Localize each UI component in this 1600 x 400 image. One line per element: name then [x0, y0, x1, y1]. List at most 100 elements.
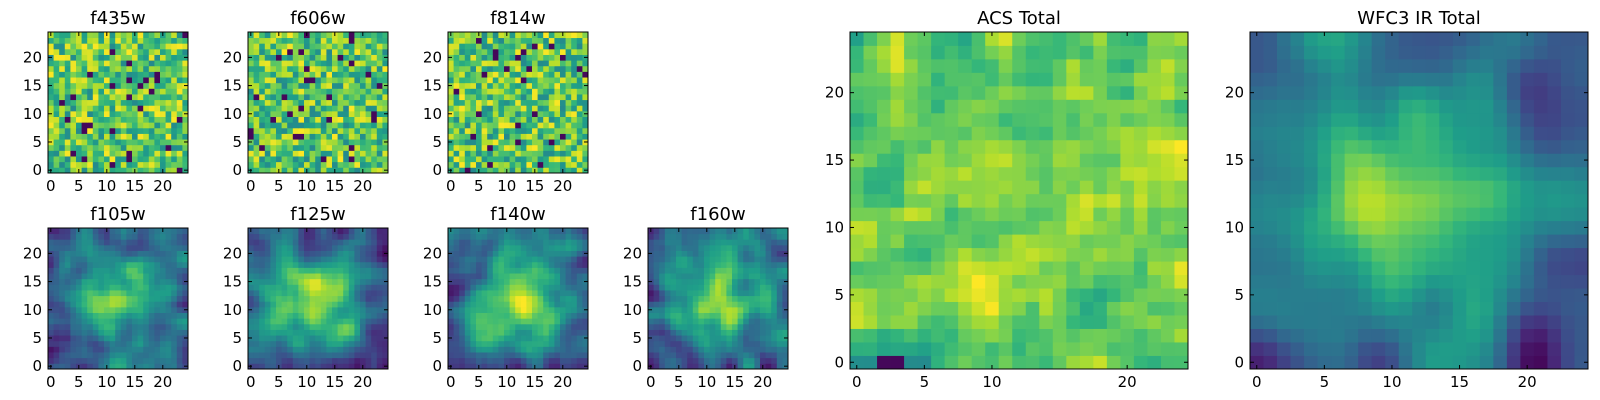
heatmap-cell [365, 346, 372, 353]
heatmap-cell [532, 60, 538, 67]
heatmap-cell [371, 278, 378, 285]
heatmap-cell [292, 43, 299, 50]
heatmap-cell [182, 273, 189, 280]
heatmap-cell [481, 306, 488, 313]
heatmap-cell [653, 239, 660, 246]
heatmap-cell [771, 323, 778, 330]
heatmap-cell [154, 167, 161, 174]
heatmap-cell [453, 233, 460, 240]
heatmap-cell [53, 250, 60, 257]
heatmap-cell [115, 301, 122, 308]
heatmap-cell [64, 233, 71, 240]
heatmap-cell [776, 306, 783, 313]
heatmap-cell [309, 71, 316, 78]
heatmap-cell [476, 301, 482, 308]
heatmap-cell [281, 110, 288, 117]
heatmap-cell [904, 301, 918, 316]
heatmap-cell [343, 233, 350, 240]
heatmap-cell [148, 284, 155, 291]
heatmap-cell [276, 77, 282, 84]
heatmap-cell [543, 244, 550, 251]
heatmap-cell [259, 323, 266, 330]
heatmap-cell [476, 261, 482, 268]
heatmap-cell [176, 37, 183, 44]
heatmap-cell [720, 239, 727, 246]
heatmap-cell [98, 127, 105, 134]
heatmap-cell [337, 65, 344, 72]
heatmap-cell [704, 340, 710, 347]
heatmap-cell [709, 290, 716, 297]
heatmap-cell [171, 261, 178, 268]
heatmap-cell [264, 284, 271, 291]
heatmap-cell [565, 94, 572, 101]
heatmap-cell [985, 220, 1000, 235]
x-tick-label: 15 [125, 373, 144, 391]
heatmap-cell [526, 110, 533, 117]
heatmap-cell [53, 156, 60, 163]
heatmap-cell [520, 133, 527, 140]
heatmap-cell [270, 284, 277, 291]
heatmap-cell [248, 301, 254, 308]
heatmap-cell [64, 43, 71, 50]
heatmap-cell [315, 261, 322, 268]
heatmap-cell [464, 256, 471, 263]
heatmap-cell [470, 228, 477, 235]
heatmap-cell [376, 88, 383, 95]
heatmap-cell [698, 244, 705, 251]
heatmap-cell [582, 144, 589, 151]
heatmap-cell [270, 239, 277, 246]
heatmap-cell [509, 352, 516, 359]
heatmap-cell [1106, 166, 1121, 181]
heatmap-cell [776, 340, 783, 347]
heatmap-cell [92, 127, 99, 134]
heatmap-cell [877, 220, 891, 235]
heatmap-cell [692, 256, 699, 263]
heatmap-cell [371, 161, 378, 168]
heatmap-cell [292, 127, 299, 134]
heatmap-cell [692, 233, 699, 240]
heatmap-cell [692, 340, 699, 347]
heatmap-cell [560, 156, 566, 163]
heatmap-cell [582, 127, 589, 134]
heatmap-cell [360, 335, 366, 342]
heatmap-cell [509, 37, 516, 44]
heatmap-cell [165, 335, 172, 342]
heatmap-cell [126, 244, 133, 251]
heatmap-cell [253, 352, 260, 359]
heatmap-cell [281, 340, 288, 347]
heatmap-cell [877, 234, 891, 249]
heatmap-cell [520, 306, 527, 313]
heatmap-cell [87, 261, 94, 268]
heatmap-cell [659, 233, 666, 240]
heatmap-cell [376, 82, 383, 89]
heatmap-cell [543, 116, 550, 123]
heatmap-cell [676, 306, 682, 313]
heatmap-cell [760, 239, 766, 246]
heatmap-cell [890, 166, 905, 181]
heatmap-cell [371, 290, 378, 297]
heatmap-cell [565, 228, 572, 235]
heatmap-cell [944, 180, 959, 195]
heatmap-cell [248, 290, 254, 297]
heatmap-cell [365, 273, 372, 280]
heatmap-cell [343, 278, 350, 285]
heatmap-cell [532, 239, 538, 246]
heatmap-cell [464, 32, 471, 39]
heatmap-cell [571, 99, 578, 106]
heatmap-cell [863, 288, 878, 302]
heatmap-cell [582, 228, 589, 235]
heatmap-cell [298, 261, 305, 268]
heatmap-cell [576, 261, 583, 268]
heatmap-cell [292, 156, 299, 163]
heatmap-cell [582, 295, 589, 302]
heatmap-cell [464, 65, 471, 72]
heatmap-cell [92, 105, 99, 112]
heatmap-cell [748, 295, 755, 302]
heatmap-cell [560, 94, 566, 101]
heatmap-cell [571, 357, 578, 364]
heatmap-cell [715, 306, 722, 313]
heatmap-cell [132, 278, 138, 285]
heatmap-cell [53, 335, 60, 342]
heatmap-cell [287, 65, 294, 72]
heatmap-cell [1133, 342, 1148, 356]
